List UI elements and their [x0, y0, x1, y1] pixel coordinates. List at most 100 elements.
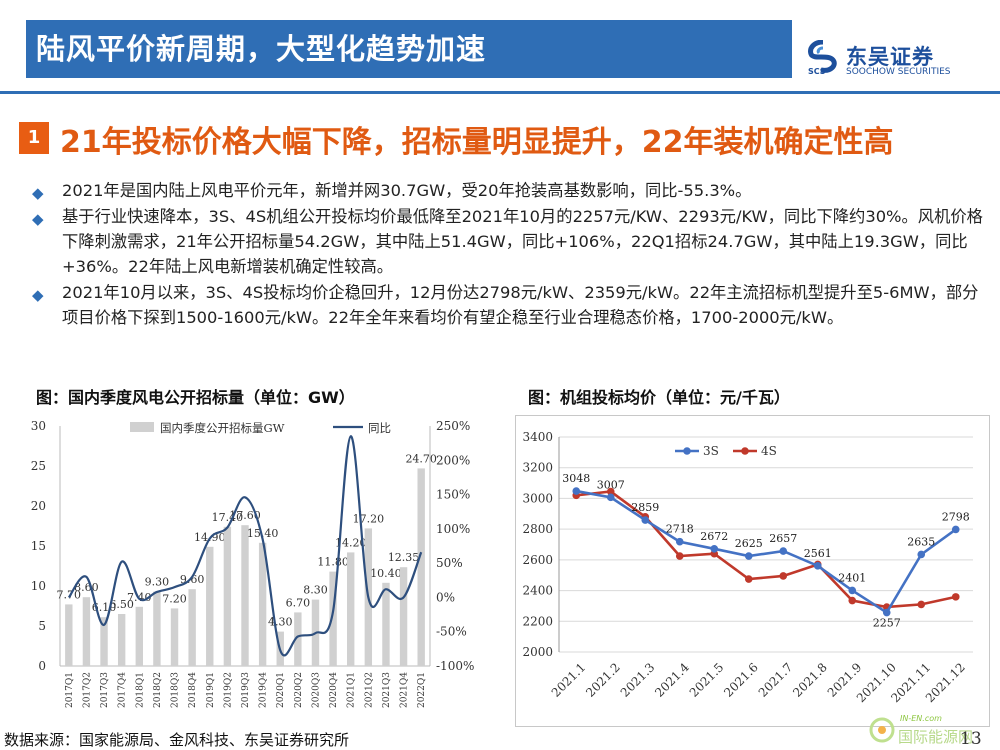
data-point-3S [675, 537, 684, 546]
x-tick-label: 2021.4 [652, 660, 692, 700]
yoy-line [67, 435, 423, 657]
section-number: 1 [19, 122, 49, 154]
bar-value-label: 9.30 [145, 576, 170, 589]
data-point-4S [744, 575, 753, 583]
price-label-3S: 3048 [562, 472, 590, 485]
price-label-3S: 3007 [597, 478, 625, 491]
y-tick-label: 2400 [522, 584, 553, 598]
bar-value-label: 24.70 [405, 452, 437, 465]
y-tick-label: 10 [31, 579, 46, 593]
price-label-3S: 2635 [907, 535, 935, 548]
price-label-3S: 2625 [735, 537, 763, 550]
bar-value-label: 12.35 [388, 551, 420, 564]
bar-value-label: 4.30 [268, 616, 293, 629]
x-tick-label: 2021.8 [790, 660, 830, 700]
tender-volume-chart: 0 5 10 15 20 25 30 -100% -50% 0% 50% 100% 150% 200% 25… [31, 419, 475, 708]
data-point-3S [951, 525, 960, 534]
y-tick-label: 2800 [522, 522, 553, 536]
price-label-3S: 2859 [631, 501, 659, 514]
price-label-3S: 2798 [942, 510, 970, 523]
data-point-3S [606, 493, 615, 502]
tender-volume-bar [382, 582, 390, 666]
logo-abbreviation: SCS [808, 67, 826, 76]
bar-value-label: 17.20 [353, 512, 385, 525]
x-tick-label: 2021Q1 [347, 672, 357, 708]
x-tick-label: 2021Q2 [364, 672, 374, 708]
data-point-3S [813, 562, 822, 570]
x-tick-label: 2021.7 [756, 660, 796, 700]
diamond-bullet-icon: ◆ [32, 286, 44, 304]
bar-value-label: 15.40 [247, 527, 279, 540]
bullet-list: ◆ 2021年是国内陆上风电平价元年，新增并网30.7GW，受20年抢装高基数影… [30, 178, 990, 331]
soochow-logo-icon [808, 40, 837, 73]
bar-value-label: 10.40 [370, 567, 402, 580]
tender-volume-bar [347, 552, 355, 666]
bar-value-label: 7.20 [162, 592, 187, 605]
price-label-3S: 2657 [769, 532, 797, 545]
data-point-4S [779, 572, 788, 580]
bid-price-chart: 200022002400260028003000320034002021.120… [515, 415, 990, 727]
x-tick-label: 2017Q1 [65, 672, 75, 708]
x-tick-label: 2017Q3 [100, 672, 110, 708]
section-heading: 21年投标价格大幅下降，招标量明显提升，22年装机确定性高 [60, 125, 894, 160]
data-point-3S [641, 516, 650, 524]
chart-border [515, 415, 990, 727]
legend-bar-label: 国内季度公开招标量GW [160, 421, 285, 435]
y2-tick-label: 100% [436, 522, 470, 536]
tender-volume-bar [258, 542, 267, 666]
logo-english-name: SOOCHOW SECURITIES [846, 67, 951, 77]
y-tick-label: 2200 [522, 614, 553, 628]
x-tick-label: 2021.1 [549, 660, 589, 700]
y2-tick-label: -50% [436, 625, 467, 639]
data-source: 数据来源：国家能源局、金风科技、东吴证券研究所 [4, 731, 350, 749]
bullet-text: 基于行业快速降本，3S、4S机组公开投标均价最低降至2021年10月的2257元… [62, 207, 983, 276]
x-tick-label: 2020Q2 [294, 672, 304, 708]
tender-volume-bar [417, 468, 425, 666]
y2-tick-label: 250% [436, 419, 470, 433]
bar-value-label: 11.80 [317, 556, 349, 569]
bar-value-label: 17.60 [229, 509, 261, 522]
tender-volume-bar [82, 597, 91, 666]
left-figure-title: 图：国内季度风电公开招标量（单位：GW） [36, 388, 355, 407]
tender-volume-bar [206, 546, 214, 666]
x-tick-label: 2019Q1 [206, 672, 216, 708]
price-label-3S: 2718 [666, 523, 694, 536]
series-line-3S [576, 489, 957, 615]
x-tick-label: 2021.2 [583, 660, 623, 700]
data-point-3S [917, 550, 926, 559]
y-tick-label: 25 [31, 459, 46, 473]
bullet-text: 2021年10月以来，3S、4S投标均价企稳回升，12月份达2798元/kW、2… [62, 283, 979, 327]
legend-label-4S: 4S [761, 444, 777, 458]
header-rule [0, 91, 1000, 94]
price-label-3S: 2401 [838, 571, 866, 584]
bar-value-label: 6.50 [109, 598, 134, 611]
watermark-cn: 国际能源网 [898, 728, 974, 746]
y2-tick-label: 50% [436, 556, 463, 570]
y-tick-label: 0 [38, 659, 46, 673]
x-tick-label: 2021Q4 [400, 672, 410, 708]
tender-volume-bar [117, 614, 126, 666]
bullet-item: ◆ 基于行业快速降本，3S、4S机组公开投标均价最低降至2021年10月的225… [30, 204, 990, 279]
y-tick-label: 3200 [522, 461, 553, 475]
watermark: IN-EN.com 国际能源网 [868, 712, 973, 748]
y-tick-label: 3400 [522, 430, 553, 444]
legend-line-label: 同比 [368, 421, 391, 435]
x-tick-label: 2017Q2 [82, 672, 92, 708]
data-point-3S [779, 547, 788, 555]
data-point-3S [744, 552, 753, 560]
bullet-item: ◆ 2021年是国内陆上风电平价元年，新增并网30.7GW，受20年抢装高基数影… [30, 178, 990, 203]
x-tick-label: 2018Q4 [188, 672, 198, 708]
bar-value-label: 8.30 [303, 584, 328, 597]
y-tick-label: 2000 [522, 645, 553, 659]
legend-label-3S: 3S [703, 444, 719, 458]
x-tick-label: 2019Q2 [223, 672, 233, 708]
page-number: 13 [960, 729, 982, 749]
tender-volume-bar [100, 617, 108, 666]
tender-volume-bar [241, 525, 249, 666]
x-tick-label: 2018Q2 [153, 672, 163, 708]
tender-volume-bar [135, 606, 143, 666]
y2-tick-label: -100% [436, 659, 474, 673]
data-point-3S [848, 586, 857, 595]
title-bar [26, 20, 792, 78]
data-point-4S [606, 487, 615, 496]
